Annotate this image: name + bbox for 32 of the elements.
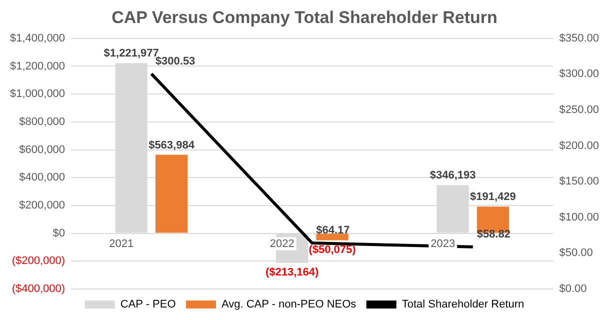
y2-tick-label: $0.00 — [559, 283, 587, 296]
data-label: $563,984 — [148, 139, 196, 152]
y2-tick-label: $100.00 — [559, 211, 600, 224]
y-tick-label: $1,400,000 — [10, 32, 66, 44]
data-label: ($213,164) — [265, 266, 319, 279]
x-tick-label: 2022 — [270, 238, 294, 250]
y2-tick-label: $350.00 — [559, 32, 600, 44]
y2-tick-label: $200.00 — [559, 140, 600, 152]
y2-tick-label: $150.00 — [559, 176, 600, 188]
y-tick-label: $800,000 — [19, 116, 66, 128]
y-tick-label: $1,200,000 — [10, 60, 66, 72]
y-tick-label: $200,000 — [19, 200, 66, 212]
data-label: $300.53 — [155, 55, 196, 68]
y-tick-label: $400,000 — [19, 172, 66, 184]
y-tick-label: $0 — [52, 227, 66, 240]
chart-title: CAP Versus Company Total Shareholder Return — [112, 8, 498, 27]
y-tick-label: ($400,000) — [12, 283, 66, 296]
x-tick-label: 2021 — [109, 238, 134, 250]
data-label: ($50,075) — [308, 244, 356, 256]
y2-tick-label: $50.00 — [559, 247, 593, 260]
legend-label: Total Shareholder Return — [402, 298, 524, 311]
data-label: $346,193 — [430, 170, 476, 182]
y-tick-label: ($200,000) — [12, 255, 66, 268]
y-tick-label: $600,000 — [19, 144, 66, 156]
x-tick-label: 2023 — [430, 238, 456, 250]
bar — [155, 154, 188, 233]
y2-tick-label: $300.00 — [559, 68, 600, 80]
legend-label: CAP - PEO — [120, 298, 176, 311]
data-label: $191,429 — [470, 191, 516, 204]
y2-tick-label: $250.00 — [559, 104, 600, 116]
y-tick-label: $1,000,000 — [10, 88, 66, 100]
legend-label: Avg. CAP - non-PEO NEOs — [221, 298, 357, 311]
